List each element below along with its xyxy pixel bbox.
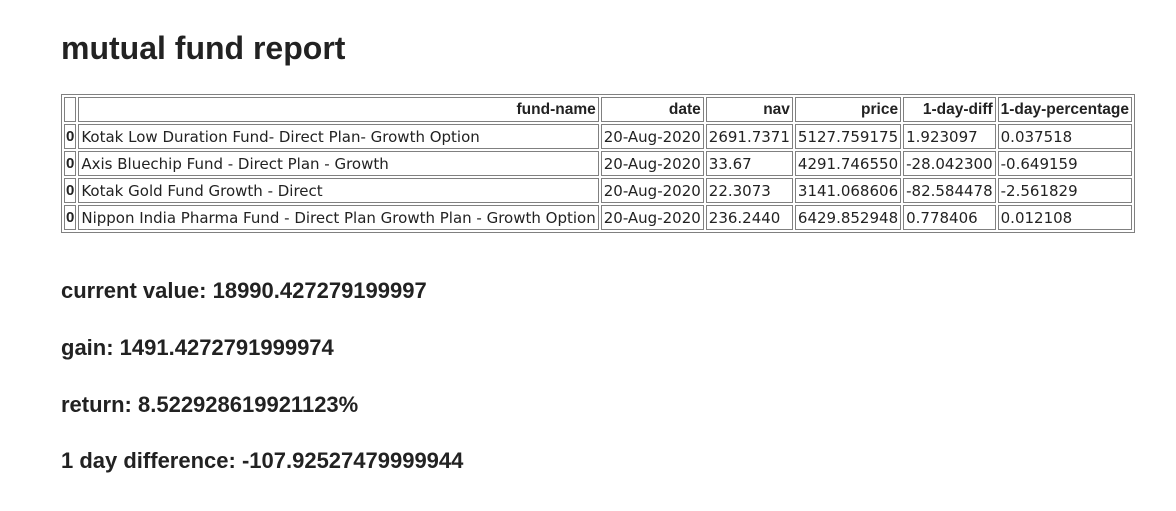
page-title: mutual fund report <box>61 30 346 66</box>
table-header-row: fund-name date nav price 1-day-diff 1-da… <box>64 97 1132 122</box>
date-cell: 20-Aug-2020 <box>600 178 704 203</box>
return-heading: return: 8.522928619921123% <box>61 392 359 417</box>
column-header-fund-name: fund-name <box>78 97 599 122</box>
nav-cell: 2691.7371 <box>705 124 793 149</box>
fund-name-cell: Axis Bluechip Fund - Direct Plan - Growt… <box>78 151 599 176</box>
one-day-diff-cell: 1.923097 <box>903 124 996 149</box>
one-day-diff-cell: 0.778406 <box>903 205 996 230</box>
gain-heading: gain: 1491.4272791999974 <box>61 335 334 360</box>
column-header-date: date <box>600 97 704 122</box>
row-index: 0 <box>64 124 77 149</box>
one-day-percentage-cell: 0.037518 <box>997 124 1132 149</box>
table-row: 0 Axis Bluechip Fund - Direct Plan - Gro… <box>64 151 1132 176</box>
one-day-percentage-cell: 0.012108 <box>997 205 1132 230</box>
one-day-difference-heading: 1 day difference: -107.92527479999944 <box>61 448 464 473</box>
one-day-diff-cell: -82.584478 <box>903 178 996 203</box>
fund-name-cell: Kotak Low Duration Fund- Direct Plan- Gr… <box>78 124 599 149</box>
fund-name-cell: Kotak Gold Fund Growth - Direct <box>78 178 599 203</box>
date-cell: 20-Aug-2020 <box>600 124 704 149</box>
price-cell: 5127.759175 <box>794 124 902 149</box>
table-row: 0 Kotak Low Duration Fund- Direct Plan- … <box>64 124 1132 149</box>
one-day-diff-cell: -28.042300 <box>903 151 996 176</box>
date-cell: 20-Aug-2020 <box>600 205 704 230</box>
price-cell: 4291.746550 <box>794 151 902 176</box>
date-cell: 20-Aug-2020 <box>600 151 704 176</box>
nav-cell: 236.2440 <box>705 205 793 230</box>
price-cell: 6429.852948 <box>794 205 902 230</box>
row-index: 0 <box>64 205 77 230</box>
table-row: 0 Kotak Gold Fund Growth - Direct 20-Aug… <box>64 178 1132 203</box>
column-header-nav: nav <box>705 97 793 122</box>
table-row: 0 Nippon India Pharma Fund - Direct Plan… <box>64 205 1132 230</box>
nav-cell: 33.67 <box>705 151 793 176</box>
row-index: 0 <box>64 178 77 203</box>
fund-name-cell: Nippon India Pharma Fund - Direct Plan G… <box>78 205 599 230</box>
column-header-price: price <box>794 97 902 122</box>
column-header-1-day-diff: 1-day-diff <box>903 97 996 122</box>
price-cell: 3141.068606 <box>794 178 902 203</box>
fund-table: fund-name date nav price 1-day-diff 1-da… <box>61 94 1135 233</box>
column-header-index <box>64 97 77 122</box>
one-day-percentage-cell: -0.649159 <box>997 151 1132 176</box>
current-value-heading: current value: 18990.427279199997 <box>61 278 427 303</box>
column-header-1-day-percentage: 1-day-percentage <box>997 97 1132 122</box>
row-index: 0 <box>64 151 77 176</box>
one-day-percentage-cell: -2.561829 <box>997 178 1132 203</box>
nav-cell: 22.3073 <box>705 178 793 203</box>
